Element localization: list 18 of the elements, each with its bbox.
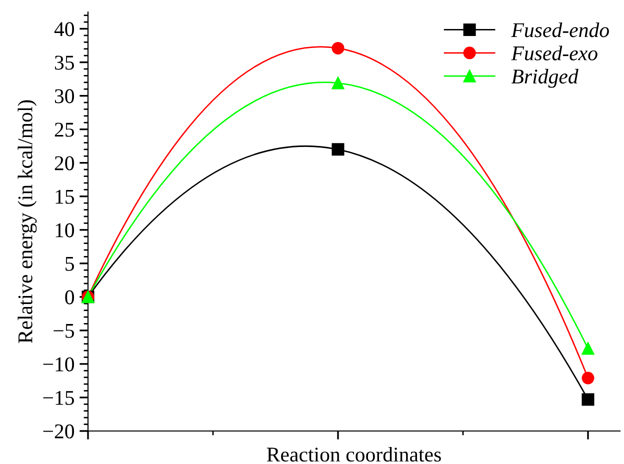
x-axis-title: Reaction coordinates: [266, 446, 441, 462]
y-tick-label: 30: [54, 89, 74, 104]
y-axis-title: Relative energy (in kcal/mol): [18, 100, 37, 344]
y-tick-label: −15: [43, 390, 74, 405]
y-tick-label: 15: [56, 190, 74, 204]
y-tick-label: 10: [56, 223, 74, 238]
y-tick-label: −20: [43, 424, 74, 438]
y-tick-label: 35: [54, 56, 74, 70]
legend-label: Fused-exo: [511, 46, 598, 60]
y-tick-label: −5: [54, 324, 74, 338]
y-tick-label: 5: [66, 256, 74, 271]
y-tick-label: 40: [54, 22, 74, 36]
legend-label: Bridged: [511, 68, 578, 88]
legend-label: Fused-endo: [511, 22, 609, 38]
y-tick-label: 0: [65, 290, 74, 304]
y-tick-label: −10: [43, 357, 74, 372]
y-tick-label: 25: [54, 122, 74, 137]
y-tick-label: 20: [54, 156, 74, 170]
